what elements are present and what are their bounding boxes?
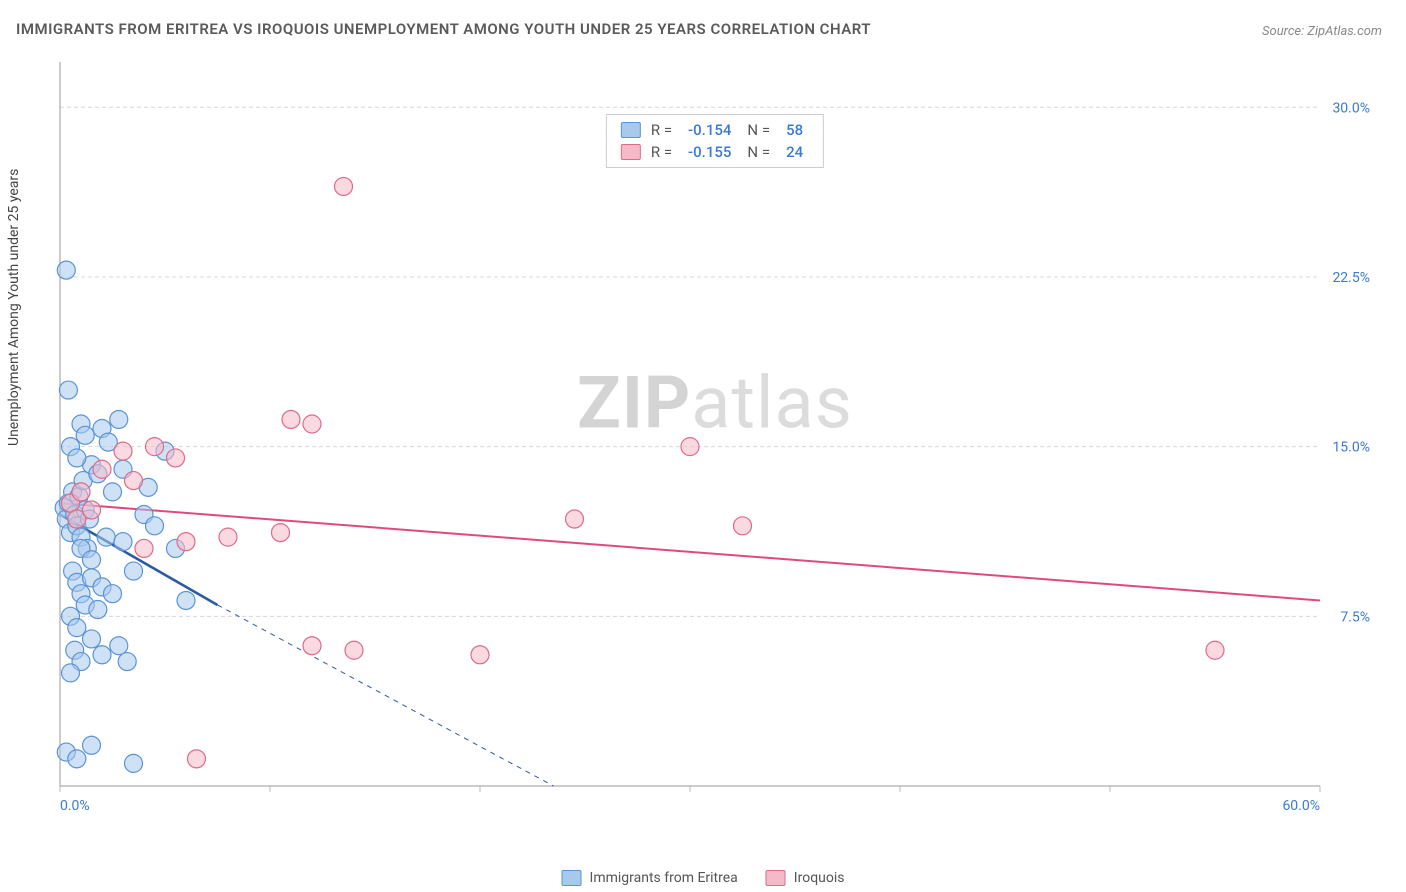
legend-swatch-0 <box>621 122 641 138</box>
legend-r-value-0: -0.154 <box>688 121 731 139</box>
legend-n-value-1: 24 <box>786 143 803 161</box>
source-attribution: Source: ZipAtlas.com <box>1262 24 1382 39</box>
svg-text:30.0%: 30.0% <box>1332 100 1370 116</box>
legend-n-label: N = <box>747 143 770 161</box>
svg-text:15.0%: 15.0% <box>1332 440 1370 456</box>
legend-n-value-0: 58 <box>786 121 803 139</box>
bottom-label-1: Iroquois <box>794 870 845 886</box>
svg-text:22.5%: 22.5% <box>1332 270 1370 286</box>
svg-text:0.0%: 0.0% <box>60 798 90 814</box>
legend-n-label: N = <box>747 121 770 139</box>
bottom-swatch-1 <box>766 870 786 886</box>
scatter-chart-svg: 7.5% 15.0% 22.5% 30.0% 0.0% 60.0% <box>50 56 1380 826</box>
y-axis-label: Unemployment Among Youth under 25 years <box>6 169 22 446</box>
chart-title: IMMIGRANTS FROM ERITREA VS IROQUOIS UNEM… <box>16 20 871 38</box>
svg-text:60.0%: 60.0% <box>1282 798 1320 814</box>
bottom-swatch-0 <box>562 870 582 886</box>
bottom-legend-item-1: Iroquois <box>766 870 845 886</box>
legend-swatch-1 <box>621 144 641 160</box>
legend-row-series-0: R = -0.154 N = 58 <box>621 119 809 141</box>
bottom-label-0: Immigrants from Eritrea <box>590 870 738 886</box>
bottom-legend: Immigrants from Eritrea Iroquois <box>562 870 845 886</box>
legend-row-series-1: R = -0.155 N = 24 <box>621 141 809 163</box>
bottom-legend-item-0: Immigrants from Eritrea <box>562 870 738 886</box>
legend-r-value-1: -0.155 <box>688 143 731 161</box>
correlation-legend: R = -0.154 N = 58 R = -0.155 N = 24 <box>606 114 824 168</box>
legend-r-label: R = <box>651 121 672 139</box>
svg-text:7.5%: 7.5% <box>1340 609 1370 625</box>
legend-r-label: R = <box>651 143 672 161</box>
chart-plot-area: 7.5%15.0%22.5%30.0%0.0%60.0% ZIPatlas R … <box>50 56 1380 826</box>
